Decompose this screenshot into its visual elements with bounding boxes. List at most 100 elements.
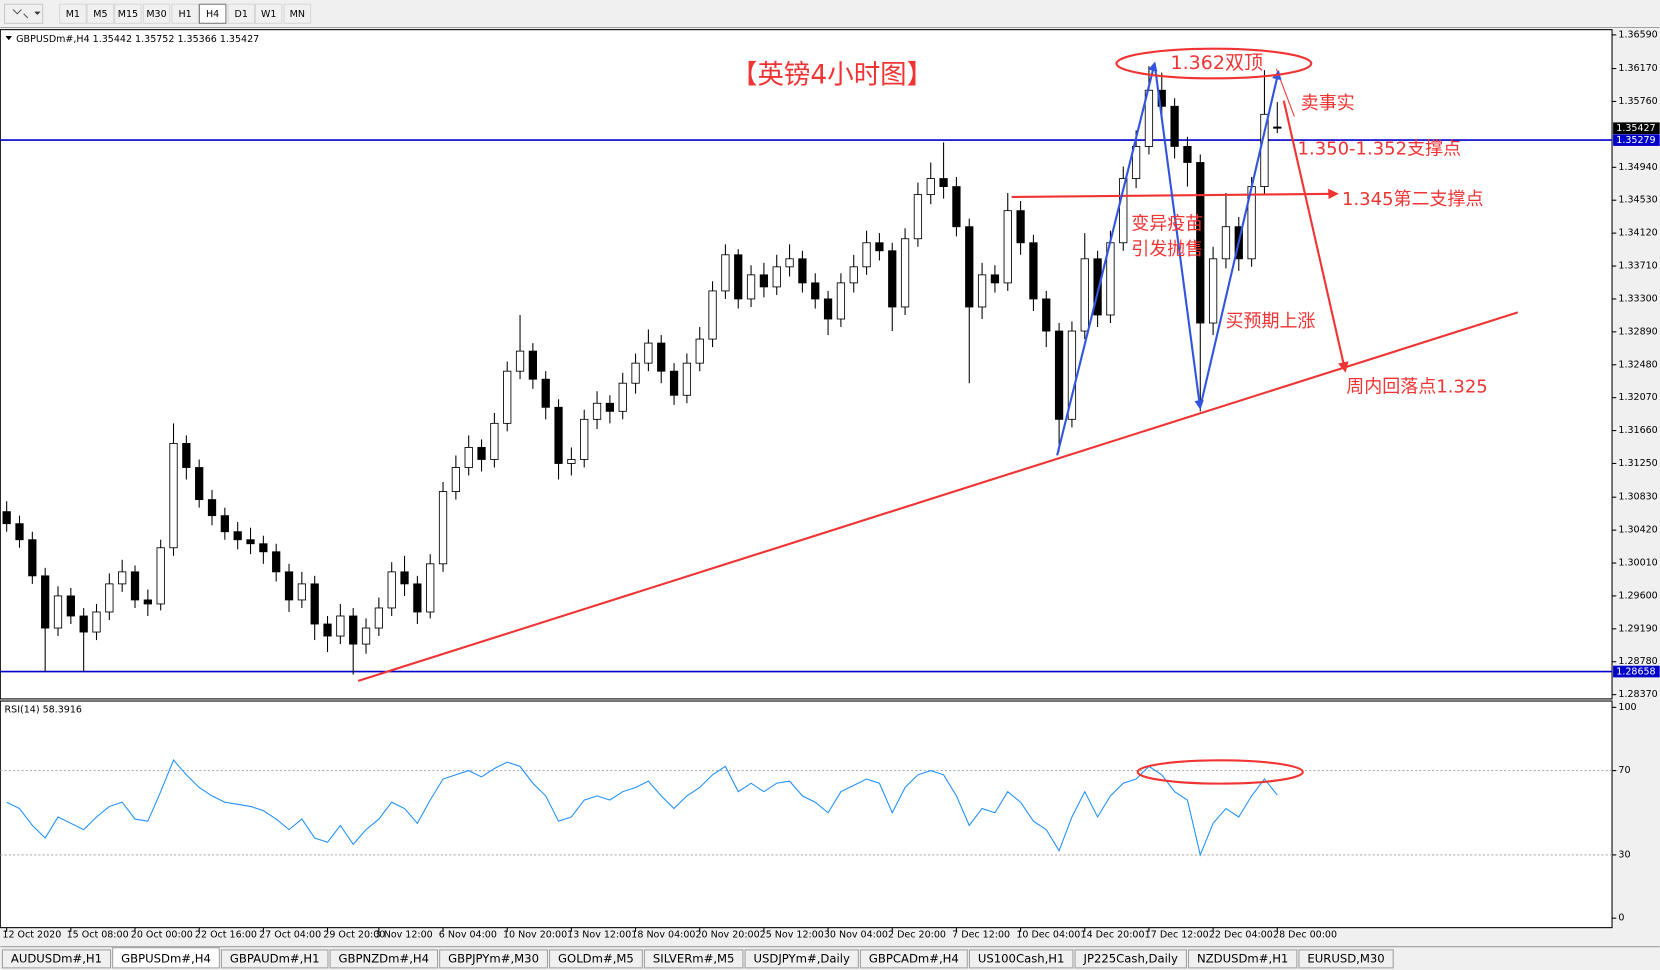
candle-body: [1119, 178, 1128, 244]
wave-line: [1153, 63, 1204, 410]
rsi-name: RSI(14): [5, 704, 40, 715]
annotation: 1.345第二支撑点: [1342, 189, 1484, 210]
candle-body: [413, 583, 422, 613]
symbol-tab-label[interactable]: GBPNZDm#,H4: [339, 951, 430, 965]
timeframe-label[interactable]: M1: [66, 9, 80, 20]
symbol-tab[interactable]: [744, 949, 859, 969]
x-tick-label: 6 Nov 04:00: [439, 930, 497, 941]
symbol-tab[interactable]: [1187, 949, 1298, 969]
timeframe-button[interactable]: [283, 3, 312, 24]
candle-body: [592, 402, 602, 420]
candle-body: [734, 254, 743, 300]
y-tick-label: 1.33710: [1618, 261, 1657, 272]
y-tick-label: 1.33300: [1618, 293, 1657, 304]
x-tick-label: 3 Nov 12:00: [375, 930, 433, 941]
x-tick-label: 20 Nov 20:00: [695, 930, 759, 941]
candle-body: [28, 539, 37, 577]
candle-body: [169, 442, 178, 549]
symbol-tab-label[interactable]: SILVERm#,M5: [653, 951, 735, 965]
candle-body: [1183, 146, 1192, 163]
candle-body: [233, 531, 242, 541]
symbol-tab[interactable]: [549, 949, 643, 969]
candle-body: [836, 282, 846, 320]
y-tick-label: 1.31250: [1618, 458, 1657, 469]
annotation: 1.362双顶: [1170, 52, 1263, 74]
symbol-tab[interactable]: [859, 949, 968, 969]
timeframe-button[interactable]: [198, 3, 227, 24]
rsi-last: 58.3916: [43, 704, 82, 715]
timeframe-button[interactable]: [59, 3, 87, 24]
candle-body: [1131, 146, 1141, 179]
y-tick-label: 1.29190: [1618, 623, 1657, 634]
collapse-icon[interactable]: [5, 36, 12, 41]
symbol-tab-label[interactable]: GOLDm#,M5: [558, 951, 634, 965]
candle-body: [580, 418, 589, 460]
last-open: 1.35442: [93, 34, 132, 45]
candle-body: [1080, 258, 1089, 332]
y-tick-label: 1.36170: [1618, 63, 1657, 74]
symbol-tab[interactable]: [220, 949, 329, 969]
timeframe-button[interactable]: [114, 3, 142, 24]
wave-line: [1199, 69, 1282, 408]
symbol-tab-label[interactable]: AUDUSDm#,H1: [11, 951, 102, 965]
timeframe-button[interactable]: [86, 3, 115, 24]
timeframe-label[interactable]: H4: [206, 9, 219, 20]
timeframe-label[interactable]: M30: [146, 9, 166, 20]
candle-body: [361, 627, 371, 645]
price-panel: [0, 29, 1613, 700]
symbol-tab-label[interactable]: NZDUSDm#,H1: [1197, 951, 1288, 965]
candle-body: [503, 370, 512, 424]
candle-body: [554, 406, 563, 464]
y-tick-label: 1.36590: [1618, 29, 1657, 40]
symbol-tab-label[interactable]: JP225Cash,Daily: [1083, 951, 1179, 965]
timeframe-label[interactable]: MN: [290, 9, 305, 20]
candle-body: [515, 350, 525, 372]
chart-header: GBPUSDm#,H4 1.35442 1.35752 1.35366 1.35…: [16, 34, 259, 45]
candle-body: [310, 583, 319, 625]
symbol-tab-label[interactable]: GBPCADm#,H4: [869, 951, 959, 965]
candle-body: [926, 178, 935, 196]
candle-body: [618, 382, 627, 412]
candle-body: [772, 266, 781, 288]
top-ellipse: [1115, 47, 1313, 80]
symbol-tab[interactable]: [1298, 949, 1394, 969]
candle-body: [785, 258, 794, 268]
timeframe-label[interactable]: W1: [261, 9, 276, 20]
symbol-tab[interactable]: [643, 949, 744, 969]
symbol-tab-label[interactable]: US100Cash,H1: [978, 951, 1065, 965]
candle-body: [669, 370, 679, 396]
symbol-tab[interactable]: [1074, 949, 1187, 969]
candle-body: [374, 607, 383, 629]
symbol-tab-label[interactable]: USDJPYm#,Daily: [754, 951, 850, 965]
symbol-tab[interactable]: [329, 949, 439, 969]
candle-body: [1221, 226, 1231, 260]
symbol-tab-label[interactable]: GBPUSDm#,H4: [121, 951, 211, 965]
timeframe-button[interactable]: [171, 3, 199, 24]
candle-body: [913, 194, 923, 240]
symbol-tab[interactable]: [1, 949, 112, 969]
candle-body: [1196, 162, 1205, 324]
candle-body: [811, 282, 820, 300]
symbol-tab[interactable]: [439, 949, 548, 969]
timeframe-button[interactable]: [254, 3, 283, 24]
toolbar-icon[interactable]: [4, 3, 44, 24]
rsi-tick-label: 0: [1618, 913, 1624, 924]
symbol-tab-label[interactable]: GBPJPYm#,M30: [448, 951, 539, 965]
symbol-tab-label[interactable]: GBPAUDm#,H1: [230, 951, 320, 965]
timeframe-button[interactable]: [142, 3, 171, 24]
y-tick-label: 1.31660: [1618, 425, 1657, 436]
candle-body: [182, 442, 191, 468]
timeframe-button[interactable]: [227, 3, 255, 24]
timeframe-label[interactable]: D1: [235, 9, 248, 20]
timeframe-label[interactable]: M5: [93, 9, 107, 20]
last-price-box: [1613, 122, 1660, 135]
symbol-tab[interactable]: [112, 947, 220, 969]
candle-body: [92, 611, 101, 633]
candle-body: [15, 523, 24, 541]
timeframe-label[interactable]: M15: [118, 9, 138, 20]
timeframe-label[interactable]: H1: [178, 9, 191, 20]
symbol-tab[interactable]: [968, 949, 1074, 969]
candle-body: [990, 274, 1000, 284]
symbol-tab-label[interactable]: EURUSD,M30: [1307, 951, 1384, 965]
candle-body: [721, 254, 730, 292]
